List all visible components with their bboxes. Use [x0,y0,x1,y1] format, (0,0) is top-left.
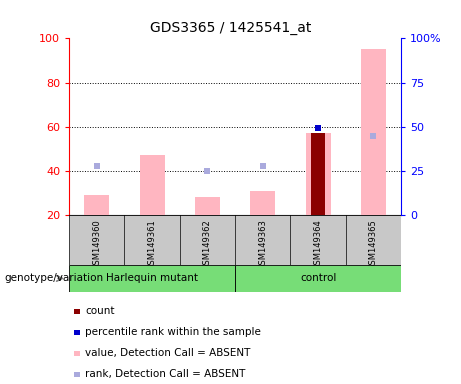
Bar [195,197,220,215]
Bar [140,156,165,215]
Bar [250,191,275,215]
Text: GSM149360: GSM149360 [92,219,101,270]
Text: GSM149365: GSM149365 [369,219,378,270]
Text: GSM149362: GSM149362 [203,219,212,270]
Text: rank, Detection Call = ABSENT: rank, Detection Call = ABSENT [85,369,246,379]
Text: percentile rank within the sample: percentile rank within the sample [85,327,261,337]
Text: GSM149363: GSM149363 [258,219,267,270]
Text: GDS3365 / 1425541_at: GDS3365 / 1425541_at [150,21,311,35]
Bar [235,265,401,292]
Bar [361,50,386,215]
Bar [74,329,80,334]
Text: GSM149361: GSM149361 [148,219,157,270]
Text: value, Detection Call = ABSENT: value, Detection Call = ABSENT [85,348,251,358]
Text: genotype/variation: genotype/variation [5,273,104,283]
Bar [74,309,80,313]
Bar [306,133,331,215]
Text: GSM149364: GSM149364 [313,219,323,270]
Text: control: control [300,273,336,283]
Bar [84,195,109,215]
Text: Harlequin mutant: Harlequin mutant [106,273,198,283]
Bar [311,133,325,215]
Bar [74,351,80,356]
Text: count: count [85,306,115,316]
Bar [74,372,80,377]
Bar [69,265,235,292]
